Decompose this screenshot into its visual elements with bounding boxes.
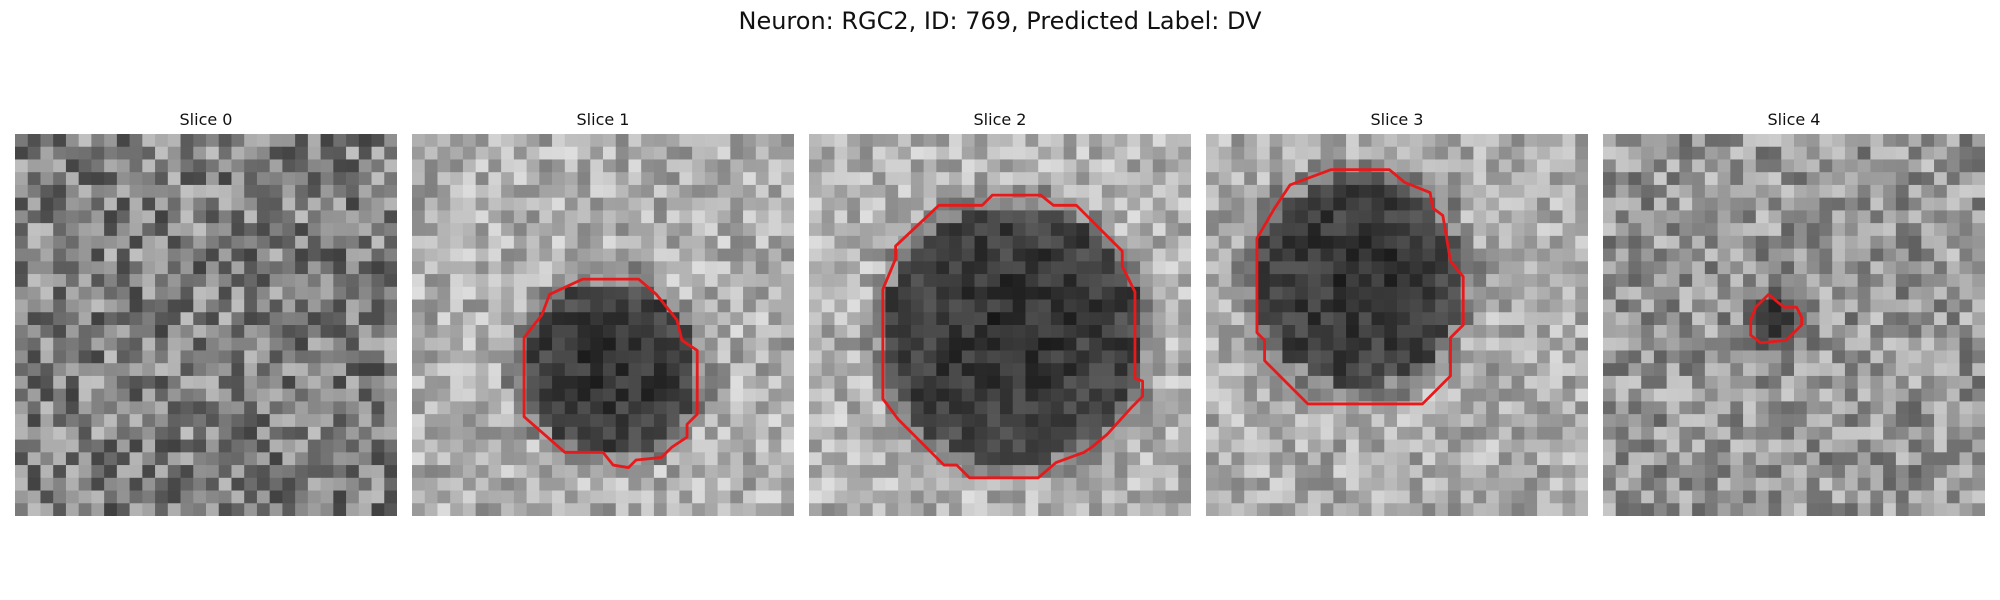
slice-panel-1: Slice 1 bbox=[412, 110, 794, 516]
slice-title: Slice 4 bbox=[1767, 110, 1821, 129]
contour-outline bbox=[1255, 168, 1465, 406]
slice-image bbox=[809, 134, 1191, 516]
slice-title: Slice 2 bbox=[973, 110, 1027, 129]
pixel-grid bbox=[1206, 134, 1588, 516]
slice-panel-0: Slice 0 bbox=[15, 110, 397, 516]
pixel-grid bbox=[412, 134, 794, 516]
contour-outline bbox=[881, 193, 1145, 480]
slice-image bbox=[412, 134, 794, 516]
slice-title: Slice 3 bbox=[1370, 110, 1424, 129]
slice-panel-2: Slice 2 bbox=[809, 110, 1191, 516]
slice-image bbox=[1603, 134, 1985, 516]
slice-panel-4: Slice 4 bbox=[1603, 110, 1985, 516]
contour-outline bbox=[1749, 293, 1804, 345]
slice-title: Slice 1 bbox=[576, 110, 630, 129]
pixel-grid bbox=[1603, 134, 1985, 516]
contour-outline bbox=[522, 277, 699, 470]
slice-image bbox=[15, 134, 397, 516]
slice-title: Slice 0 bbox=[179, 110, 233, 129]
pixel-grid bbox=[15, 134, 397, 516]
figure-title: Neuron: RGC2, ID: 769, Predicted Label: … bbox=[738, 7, 1262, 35]
pixel-grid bbox=[809, 134, 1191, 516]
slice-image bbox=[1206, 134, 1588, 516]
slice-panel-3: Slice 3 bbox=[1206, 110, 1588, 516]
